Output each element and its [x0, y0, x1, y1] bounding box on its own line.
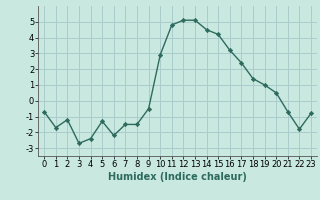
- X-axis label: Humidex (Indice chaleur): Humidex (Indice chaleur): [108, 172, 247, 182]
